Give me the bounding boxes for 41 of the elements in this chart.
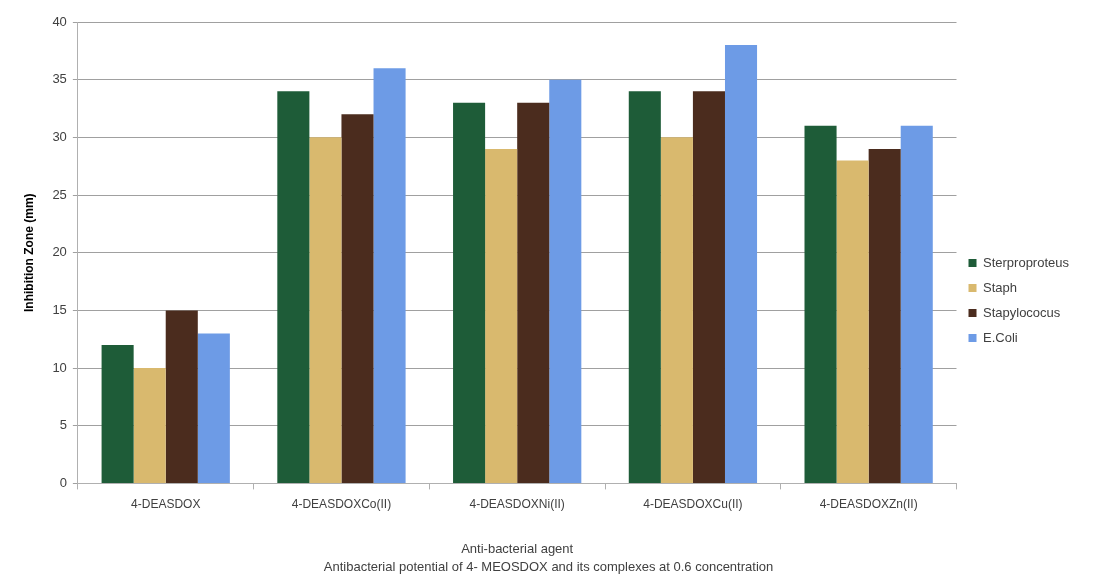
bar [101,344,134,483]
bar [868,148,901,483]
bar [804,125,837,483]
bar [724,45,758,483]
legend-label: Staph [983,279,1017,295]
legend-label: E.Coli [983,329,1018,345]
x-tick-label: 4-DEASDOXCu(II) [643,496,743,511]
bar [485,148,518,483]
bar [165,310,198,483]
bar [373,68,406,483]
bar [341,114,374,483]
x-tick-label: 4-DEASDOXCo(II) [291,496,392,511]
bar [836,160,869,483]
bar [133,368,166,483]
bar [900,125,933,483]
bar [309,137,342,483]
y-tick-label: 5 [59,417,67,433]
y-tick-label: 30 [52,128,67,144]
y-tick-label: 20 [52,244,67,260]
bar [277,91,310,483]
y-tick-label: 10 [52,359,67,375]
y-tick-label: 25 [52,186,67,202]
y-axis-title: Inhibition Zone (mm) [21,193,36,313]
y-tick-label: 40 [52,13,67,29]
y-tick-label: 35 [52,71,67,87]
x-tick-label: 4-DEASDOXNi(II) [469,496,565,511]
legend-label: Sterproproteus [983,254,1070,270]
y-tick-label: 0 [59,474,67,490]
bar [517,102,550,483]
text: Antibacterial potential of 4- MEOSDOX and its complexes at 0.6 concentration [323,558,774,574]
bar [453,102,486,483]
bar [628,91,661,483]
bar [692,91,725,483]
bar [660,137,693,483]
x-axis-title: Anti-bacterial agent [461,541,574,557]
bar [549,79,582,483]
bar [197,333,230,483]
x-tick-label: 4-DEASDOX [131,496,201,511]
legend-label: Stapylococus [983,304,1061,320]
x-tick-label: 4-DEASDOXZn(II) [819,496,918,511]
y-tick-label: 15 [52,301,67,317]
